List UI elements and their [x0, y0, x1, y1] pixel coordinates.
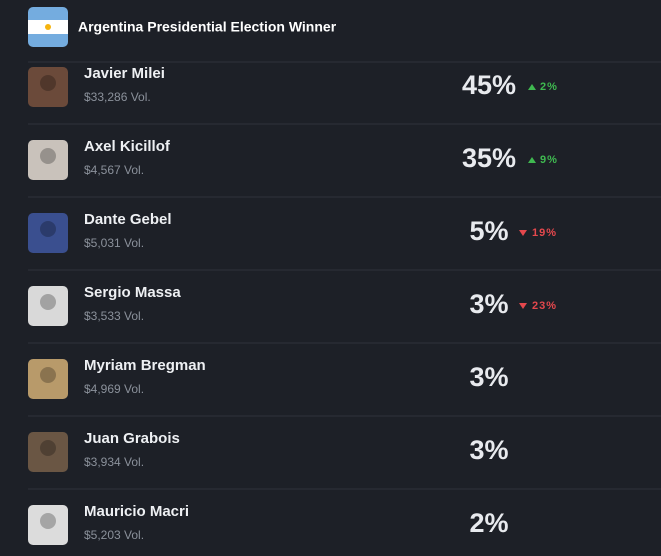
volume: $3,533 Vol. — [84, 309, 144, 323]
avatar — [28, 67, 68, 107]
candidate-name[interactable]: Mauricio Macri — [84, 503, 189, 520]
arrow-up — [528, 157, 536, 163]
candidate-name[interactable]: Myriam Bregman — [84, 357, 206, 374]
volume: $3,934 Vol. — [84, 455, 144, 469]
arrow-down — [519, 230, 527, 236]
avatar-head — [40, 294, 56, 310]
avatar — [28, 505, 68, 545]
change: 23% — [532, 300, 557, 312]
percent: 5% — [469, 216, 508, 246]
percent: 3% — [469, 289, 508, 319]
change: 2% — [540, 81, 558, 93]
avatar-head — [40, 513, 56, 529]
avatar-head — [40, 75, 56, 91]
avatar — [28, 432, 68, 472]
candidate-name[interactable]: Juan Grabois — [84, 430, 180, 447]
arrow-up — [528, 84, 536, 90]
volume: $4,969 Vol. — [84, 382, 144, 396]
candidate-name[interactable]: Javier Milei — [84, 65, 165, 82]
market-title[interactable]: Argentina Presidential Election Winner — [78, 19, 337, 35]
flag-icon — [28, 7, 68, 47]
avatar-head — [40, 221, 56, 237]
volume: $4,567 Vol. — [84, 163, 144, 177]
percent: 35% — [462, 143, 516, 173]
volume: $5,203 Vol. — [84, 528, 144, 542]
candidate-name[interactable]: Dante Gebel — [84, 211, 172, 228]
candidate-name[interactable]: Sergio Massa — [84, 284, 181, 301]
change: 19% — [532, 227, 557, 239]
percent: 3% — [469, 362, 508, 392]
volume: $5,031 Vol. — [84, 236, 144, 250]
percent: 2% — [469, 508, 508, 538]
arrow-down — [519, 303, 527, 309]
volume: $33,286 Vol. — [84, 90, 151, 104]
avatar — [28, 213, 68, 253]
avatar-head — [40, 148, 56, 164]
avatar — [28, 286, 68, 326]
avatar-head — [40, 367, 56, 383]
percent: 45% — [462, 70, 516, 100]
avatar — [28, 359, 68, 399]
candidate-name[interactable]: Axel Kicillof — [84, 138, 171, 155]
avatar-head — [40, 440, 56, 456]
change: 9% — [540, 154, 558, 166]
avatar — [28, 140, 68, 180]
percent: 3% — [469, 435, 508, 465]
